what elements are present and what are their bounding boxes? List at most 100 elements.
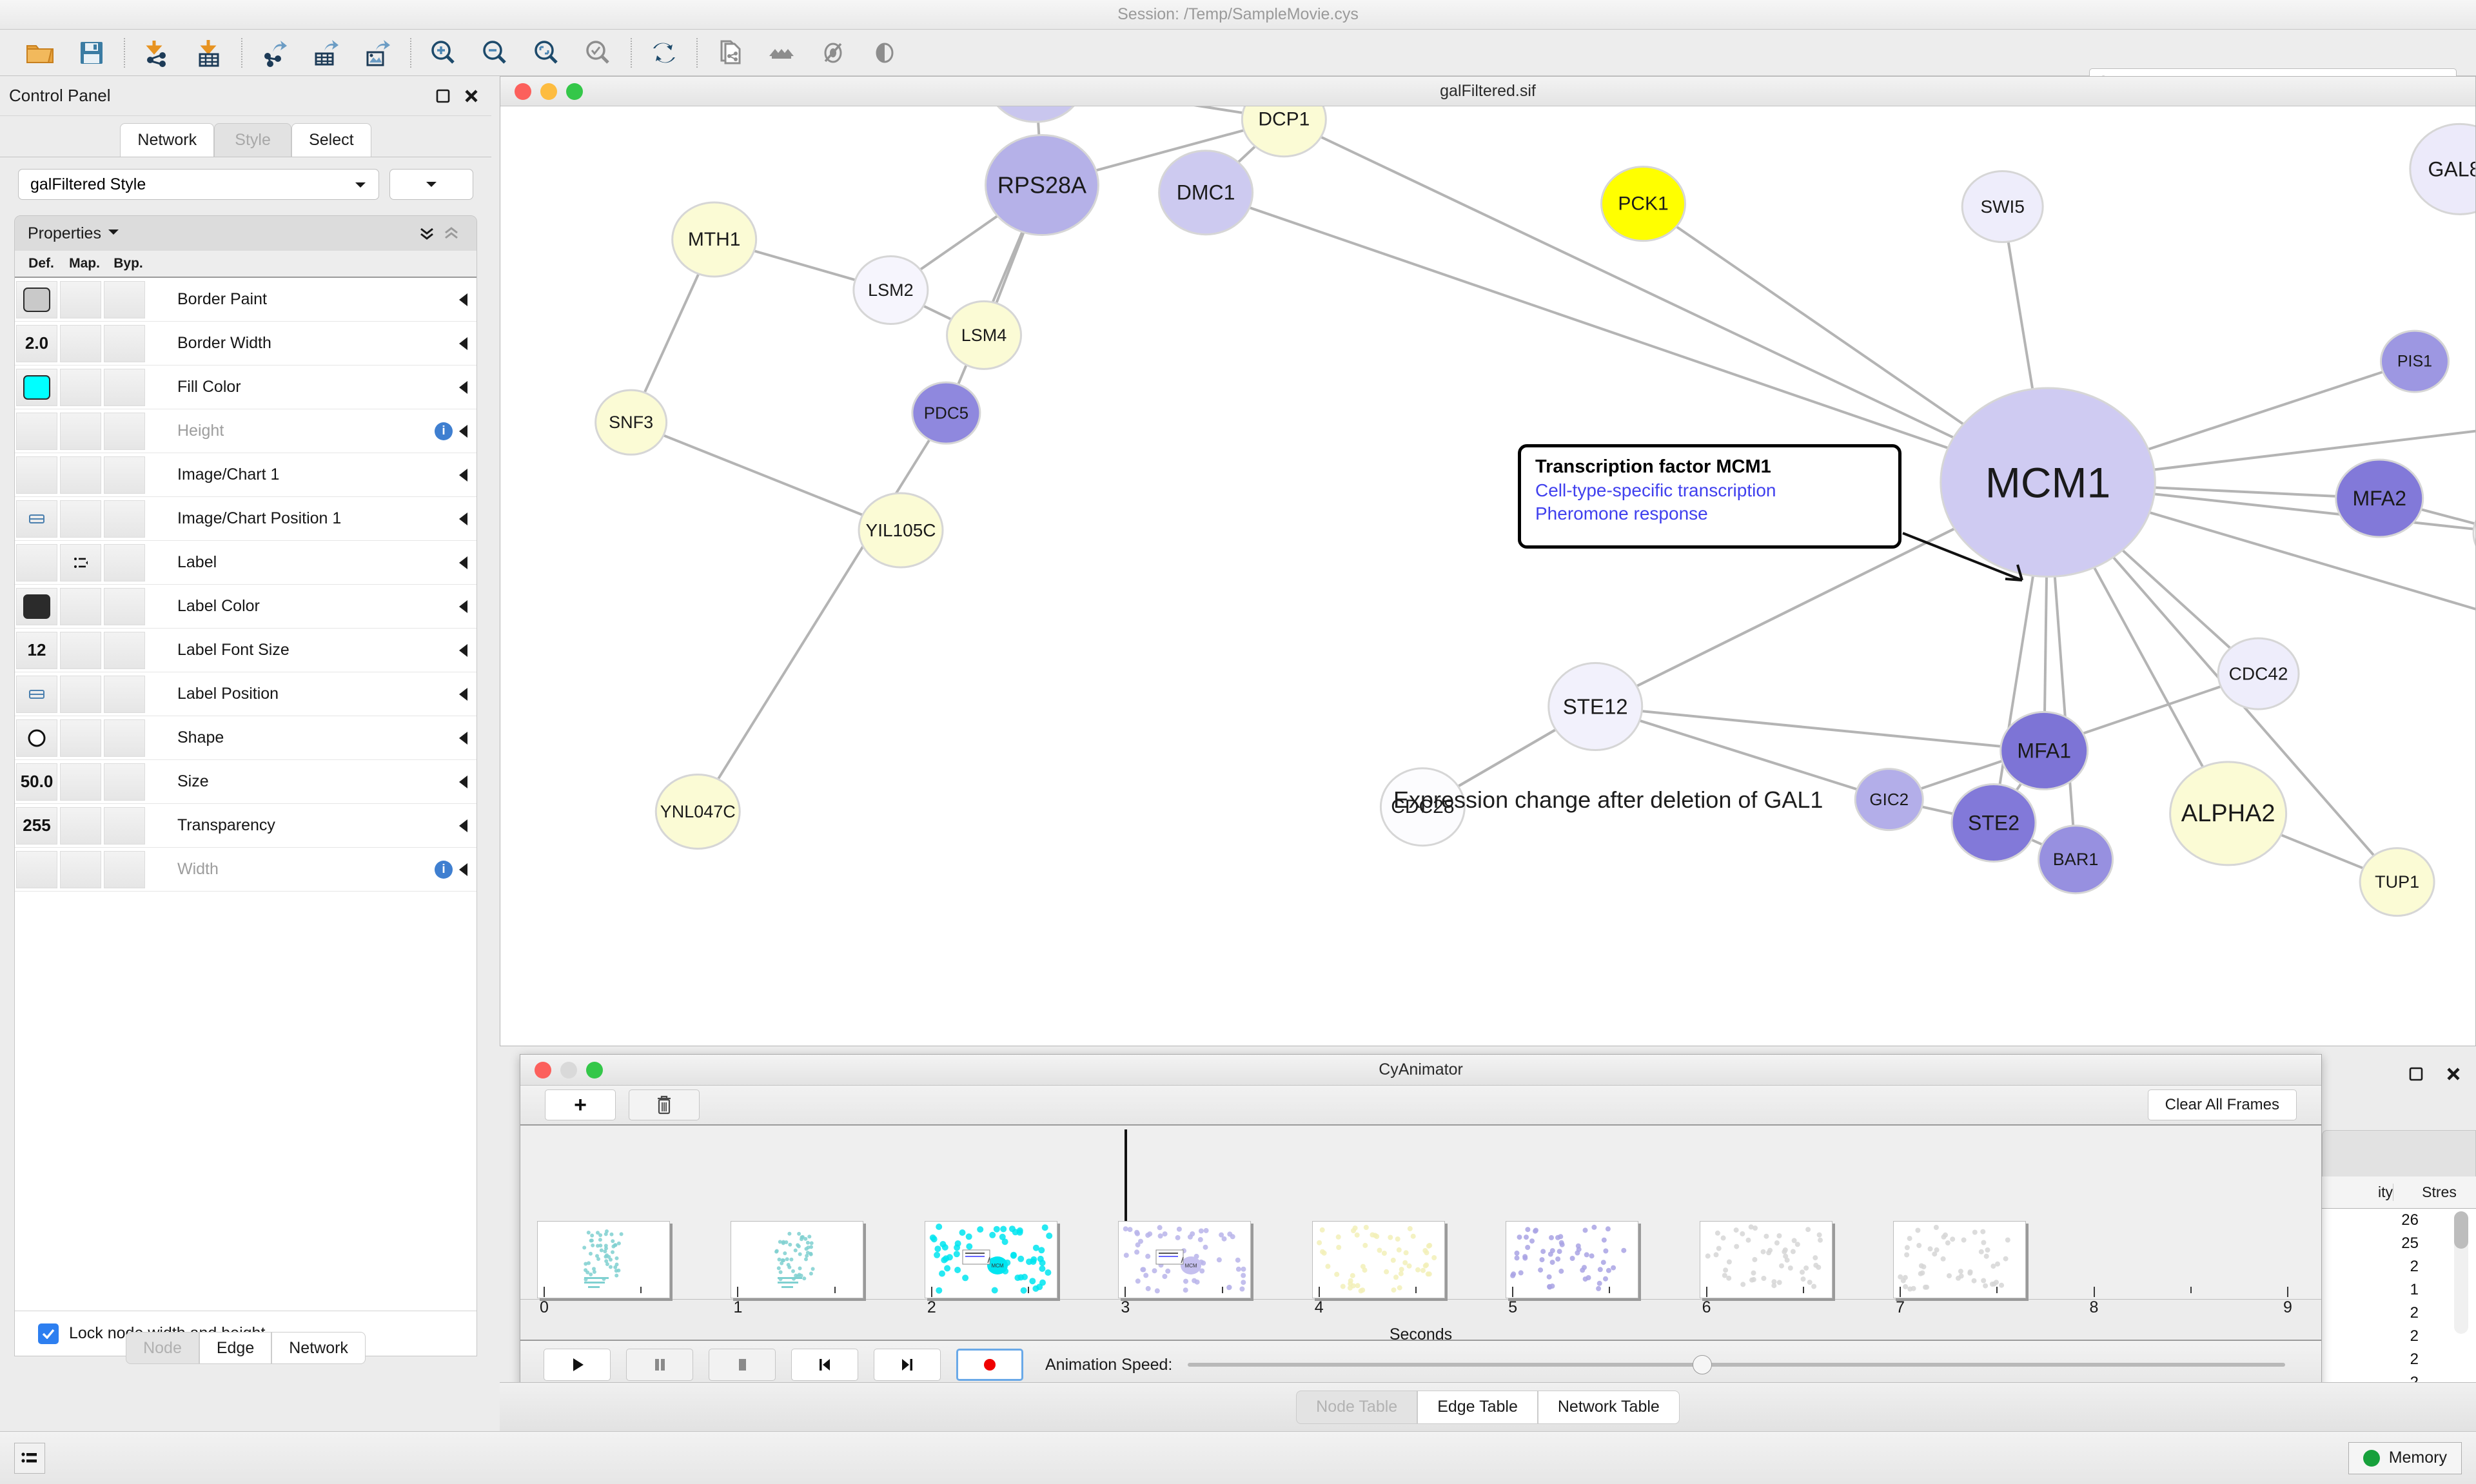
property-row[interactable]: Label Color <box>15 585 477 629</box>
network-node[interactable]: LSM2 <box>852 255 929 326</box>
maximize-icon[interactable] <box>432 85 454 107</box>
property-default-cell[interactable] <box>16 280 57 318</box>
property-mapping-cell[interactable] <box>60 719 101 757</box>
expand-arrow-icon[interactable] <box>459 424 467 438</box>
network-node[interactable]: ALPHA2 <box>2169 761 2288 866</box>
network-node[interactable]: GIC2 <box>1854 768 1924 832</box>
property-bypass-cell[interactable] <box>104 543 145 581</box>
timeline-frame[interactable]: MCM <box>924 1221 1057 1298</box>
tab-network-table[interactable]: Network Table <box>1537 1390 1680 1424</box>
property-default-cell[interactable] <box>16 675 57 713</box>
property-mapping-cell[interactable] <box>60 412 101 450</box>
expand-arrow-icon[interactable] <box>459 600 467 613</box>
expand-all-icon[interactable] <box>439 222 464 244</box>
property-default-cell[interactable] <box>16 456 57 494</box>
property-mapping-cell[interactable] <box>60 850 101 888</box>
property-bypass-cell[interactable] <box>104 587 145 625</box>
property-bypass-cell[interactable] <box>104 368 145 406</box>
info-icon[interactable]: i <box>435 860 453 879</box>
network-edge[interactable] <box>630 421 901 532</box>
skip-next-button[interactable] <box>874 1349 941 1381</box>
expand-arrow-icon[interactable] <box>459 468 467 482</box>
network-node[interactable]: SNF3 <box>594 389 668 456</box>
property-row[interactable]: Label <box>15 541 477 585</box>
network-node[interactable]: YIL105C <box>858 492 944 569</box>
zoom-dot[interactable] <box>586 1061 603 1079</box>
tab-edge-table[interactable]: Edge Table <box>1417 1390 1538 1424</box>
property-bypass-cell[interactable] <box>104 806 145 845</box>
expand-arrow-icon[interactable] <box>459 643 467 657</box>
open-folder-icon[interactable] <box>14 33 66 73</box>
expand-arrow-icon[interactable] <box>459 293 467 306</box>
network-node[interactable]: DMC1 <box>1158 150 1254 236</box>
refresh-icon[interactable] <box>638 33 690 73</box>
timeline-frame[interactable]: MCM <box>1118 1221 1252 1298</box>
expand-arrow-icon[interactable] <box>459 512 467 525</box>
property-default-cell[interactable] <box>16 500 57 538</box>
property-mapping-cell[interactable] <box>60 500 101 538</box>
clear-all-frames-button[interactable]: Clear All Frames <box>2147 1089 2297 1120</box>
network-node[interactable]: YNL047C <box>654 774 741 850</box>
lock-checkbox[interactable] <box>38 1323 59 1344</box>
zoom-in-icon[interactable] <box>418 33 469 73</box>
network-node[interactable]: BAR1 <box>2038 825 2114 895</box>
property-bypass-cell[interactable] <box>104 631 145 669</box>
property-bypass-cell[interactable] <box>104 850 145 888</box>
zoom-fit-icon[interactable] <box>521 33 573 73</box>
show-all-icon[interactable] <box>859 33 910 73</box>
skip-previous-button[interactable] <box>791 1349 858 1381</box>
property-bypass-cell[interactable] <box>104 456 145 494</box>
close-dot[interactable] <box>515 83 531 100</box>
network-node[interactable]: MCM1 <box>1940 387 2156 578</box>
network-canvas[interactable]: RPS28BDCP1RPS28ADMC1PCK1SWI5GAL80GAL11ST… <box>500 106 2475 1046</box>
property-mapping-cell[interactable] <box>60 631 101 669</box>
zoom-out-icon[interactable] <box>469 33 521 73</box>
save-icon[interactable] <box>66 33 117 73</box>
property-bypass-cell[interactable] <box>104 280 145 318</box>
minimize-dot[interactable] <box>560 1061 577 1079</box>
zoom-dot[interactable] <box>566 83 583 100</box>
expand-arrow-icon[interactable] <box>459 775 467 788</box>
info-icon[interactable]: i <box>435 422 453 440</box>
network-edge[interactable] <box>696 412 948 813</box>
property-default-cell[interactable] <box>16 587 57 625</box>
network-edge[interactable] <box>1595 705 2045 752</box>
timeline-frame[interactable] <box>731 1221 864 1298</box>
property-mapping-cell[interactable] <box>60 280 101 318</box>
export-table-icon[interactable] <box>300 33 352 73</box>
property-row[interactable]: 255 Transparency <box>15 804 477 848</box>
network-node[interactable]: LSM4 <box>946 300 1023 370</box>
property-default-cell[interactable] <box>16 412 57 450</box>
timeline-frame[interactable] <box>1506 1221 1639 1298</box>
tab-network[interactable]: Network <box>120 123 215 157</box>
new-network-icon[interactable] <box>704 33 756 73</box>
annotation-box[interactable]: Transcription factor MCM1 Cell-type-spec… <box>1518 444 1901 549</box>
network-node[interactable]: DCP1 <box>1241 106 1327 158</box>
property-mapping-cell[interactable] <box>60 456 101 494</box>
property-row[interactable]: Fill Color <box>15 366 477 409</box>
network-node[interactable]: MFA2 <box>2335 458 2424 538</box>
property-mapping-cell[interactable] <box>60 675 101 713</box>
property-bypass-cell[interactable] <box>104 324 145 362</box>
timeline-frame[interactable] <box>1699 1221 1832 1298</box>
property-mapping-cell[interactable] <box>60 587 101 625</box>
tab-select[interactable]: Select <box>291 123 371 157</box>
network-node[interactable]: STE12 <box>1548 662 1644 752</box>
color-swatch[interactable] <box>23 594 50 619</box>
delete-frame-button[interactable] <box>629 1089 700 1120</box>
expand-arrow-icon[interactable] <box>459 731 467 745</box>
tab-network-style[interactable]: Network <box>271 1332 366 1364</box>
slider-knob[interactable] <box>1693 1355 1713 1374</box>
playhead[interactable] <box>1125 1129 1128 1287</box>
property-mapping-cell[interactable] <box>60 763 101 801</box>
network-edge[interactable] <box>1283 118 2049 484</box>
network-node[interactable]: PIS1 <box>2379 329 2450 393</box>
property-row[interactable]: Border Paint <box>15 278 477 322</box>
property-row[interactable]: 2.0 Border Width <box>15 322 477 366</box>
property-default-cell[interactable] <box>16 543 57 581</box>
animation-speed-slider[interactable] <box>1188 1355 2285 1374</box>
network-graph[interactable]: RPS28BDCP1RPS28ADMC1PCK1SWI5GAL80GAL11ST… <box>500 106 2475 1046</box>
add-frame-button[interactable]: + <box>545 1089 616 1120</box>
network-node[interactable]: RPS28A <box>984 134 1099 237</box>
